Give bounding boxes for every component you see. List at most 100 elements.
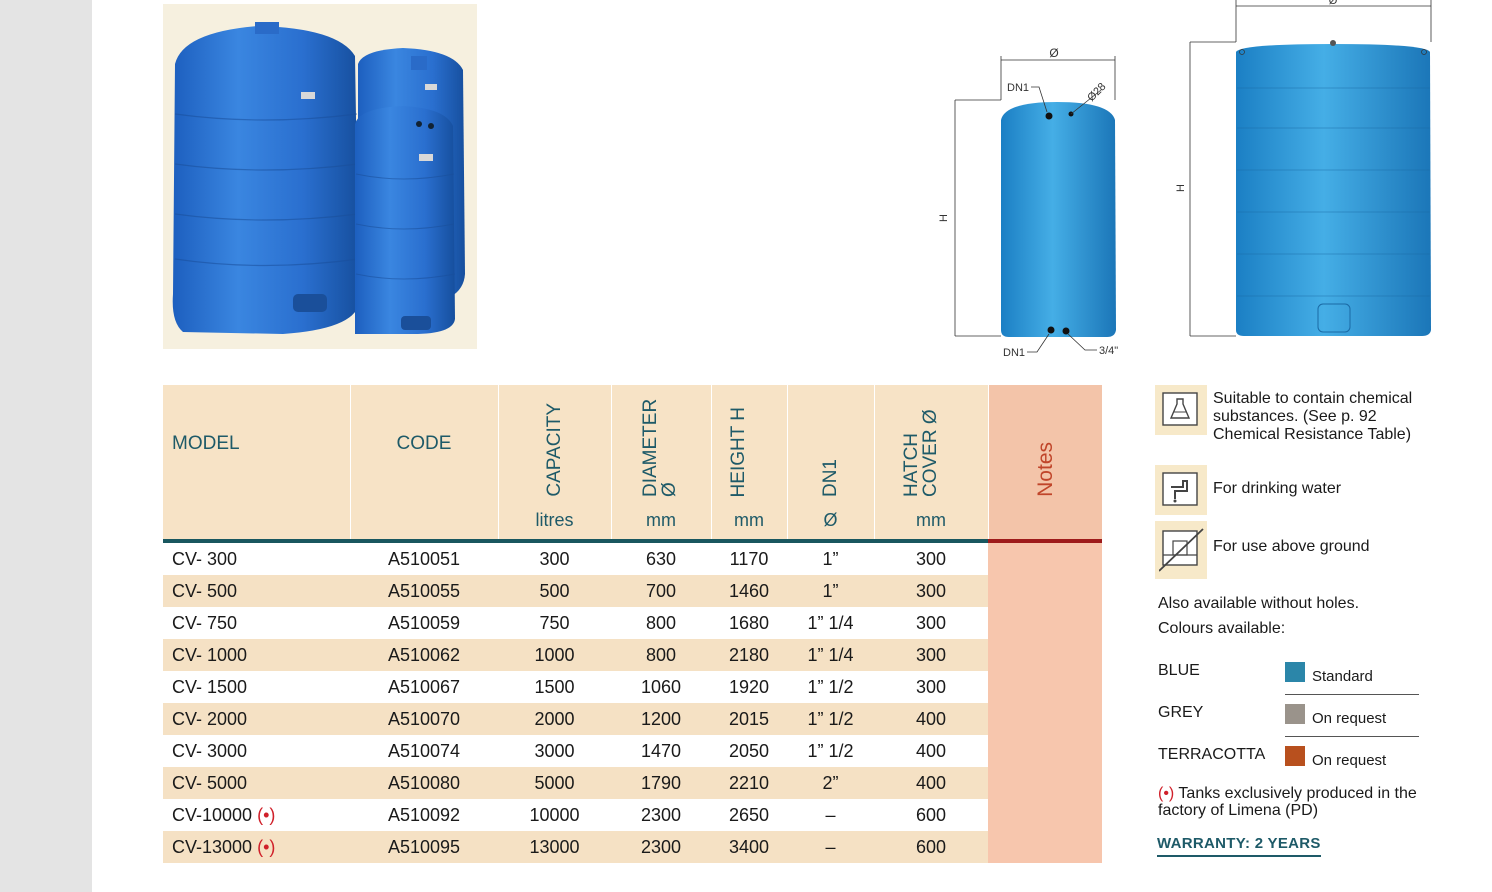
header-row: MODEL CODE CAPACITY DIAMETER Ø HEIGHT H …: [163, 385, 1102, 502]
notes-cell: [988, 831, 1102, 863]
code-cell: A510074: [350, 735, 498, 767]
exclusive-note: (•) Tanks exclusively produced in the fa…: [1158, 785, 1448, 819]
dn1-cell: 1”: [787, 543, 874, 575]
model-text: CV- 5000: [172, 772, 248, 793]
model-unit: [163, 502, 351, 539]
also-available-text: Also available without holes.: [1158, 595, 1360, 612]
diameter-cell: 2300: [611, 831, 711, 863]
dn1-cell: –: [787, 799, 874, 831]
table-row: CV-13000 (•) A510095 13000 2300 3400–600: [163, 831, 1102, 863]
code-cell: A510080: [350, 767, 498, 799]
colour-divider: [1285, 736, 1419, 737]
model-text: CV- 750: [172, 612, 238, 633]
table-row: CV- 500 A510055 500 700 1460 1” 300: [163, 575, 1102, 607]
model-cell: CV-13000 (•): [163, 831, 350, 863]
code-unit: [350, 502, 499, 539]
height-header-text: HEIGHT H: [728, 406, 749, 497]
drinking-tap-icon: [1155, 465, 1207, 515]
hatch-cell: 600: [874, 799, 988, 831]
capacity-header: CAPACITY: [498, 385, 612, 502]
notes-cell: [988, 607, 1102, 639]
height-header: HEIGHT H: [711, 385, 788, 502]
capacity-cell: 10000: [498, 799, 611, 831]
table-row: CV- 2000 A510070 2000 1200 2015 1” 1/2 400: [163, 703, 1102, 735]
model-text: CV- 1500: [172, 676, 248, 697]
diameter-cell: 1790: [611, 767, 711, 799]
table-row: CV- 300 A510051 300 630 1170 1” 300: [163, 543, 1102, 575]
height-cell: 1920: [711, 671, 787, 703]
dn1-cell: 1” 1/2: [787, 703, 874, 735]
colour-name: TERRACOTTA: [1158, 746, 1266, 763]
diameter-cell: 2300: [611, 799, 711, 831]
dn1-cell: 1”: [787, 575, 874, 607]
table-row: CV- 750 A510059 750 800 1680 1” 1/4 300: [163, 607, 1102, 639]
dn1-cell: 1” 1/4: [787, 639, 874, 671]
colour-status: On request: [1312, 710, 1387, 727]
table-row: CV-10000 (•) A510092 10000 2300 2650–600: [163, 799, 1102, 831]
capacity-cell: 500: [498, 575, 611, 607]
hatch-cell: 400: [874, 735, 988, 767]
capacity-cell: 2000: [498, 703, 611, 735]
table-row: CV- 1500 A510067 1500 1060 1920 1” 1/2 300: [163, 671, 1102, 703]
above-ground-icon: [1155, 521, 1207, 579]
hatch-cell: 400: [874, 703, 988, 735]
model-cell: CV- 500: [163, 575, 350, 607]
drain-label: 3/4": [1099, 345, 1118, 357]
notes-cell: [988, 799, 1102, 831]
diameter-cell: 800: [611, 639, 711, 671]
code-cell: A510070: [350, 703, 498, 735]
height-cell: 2050: [711, 735, 787, 767]
height-cell: 1680: [711, 607, 787, 639]
capacity-unit: litres: [498, 502, 612, 539]
dn1-cell: 1” 1/4: [787, 607, 874, 639]
colour-name: BLUE: [1158, 662, 1200, 679]
height-unit: mm: [711, 502, 788, 539]
model-header: MODEL: [163, 385, 351, 502]
dn1-cell: –: [787, 831, 874, 863]
notes-cell: [988, 639, 1102, 671]
height-cell: 3400: [711, 831, 787, 863]
model-text: CV-13000: [172, 836, 253, 857]
height-cell: 2015: [711, 703, 787, 735]
hatch-header: HATCH COVER Ø: [874, 385, 989, 502]
hatch-unit: mm: [874, 502, 989, 539]
top-fitting-label: DN1: [1007, 82, 1029, 94]
bottom-fitting-label: DN1: [1003, 347, 1025, 359]
blue-tanks-illustration: [172, 22, 465, 334]
capacity-cell: 1500: [498, 671, 611, 703]
model-text: CV- 2000: [172, 708, 248, 729]
diameter-cell: 1200: [611, 703, 711, 735]
capacity-cell: 13000: [498, 831, 611, 863]
exclusive-marker: (•): [1158, 785, 1175, 802]
hatch-cell: 300: [874, 639, 988, 671]
model-text: CV- 300: [172, 548, 238, 569]
code-cell: A510092: [350, 799, 498, 831]
hatch-cell: 300: [874, 671, 988, 703]
diameter-cell: 800: [611, 607, 711, 639]
notes-cell: [988, 543, 1102, 575]
diameter-cell: 630: [611, 543, 711, 575]
spec-table-container: MODEL CODE CAPACITY DIAMETER Ø HEIGHT H …: [163, 385, 1102, 863]
exclusive-marker: (•): [257, 836, 276, 857]
feature-drinking-text: For drinking water: [1213, 480, 1342, 497]
model-cell: CV- 2000: [163, 703, 350, 735]
capacity-cell: 750: [498, 607, 611, 639]
hatch-cell: 600: [874, 831, 988, 863]
code-header: CODE: [350, 385, 499, 502]
table-row: CV- 1000 A510062 1000 800 2180 1” 1/4 300: [163, 639, 1102, 671]
dn1-unit: Ø: [787, 502, 875, 539]
spec-table-body: CV- 300 A510051 300 630 1170 1” 300 CV- 500 A510…: [163, 543, 1102, 863]
dn1-cell: 1” 1/2: [787, 671, 874, 703]
availability-note: Also available without holes. Colours av…: [1158, 591, 1359, 641]
model-text: CV- 500: [172, 580, 238, 601]
notes-header: Notes: [988, 385, 1102, 502]
colour-status: On request: [1312, 752, 1387, 769]
colour-swatch: [1285, 746, 1305, 766]
model-text: CV- 1000: [172, 644, 248, 665]
warranty-label: WARRANTY: 2 YEARS: [1157, 835, 1321, 857]
dn1-header: DN1: [787, 385, 875, 502]
page-margin: [0, 0, 92, 892]
vent-label: Ø28: [1085, 81, 1108, 104]
small-tank-drawing: Ø H DN1 Ø28 DN1 3/4": [938, 46, 1118, 359]
diameter-cell: 700: [611, 575, 711, 607]
